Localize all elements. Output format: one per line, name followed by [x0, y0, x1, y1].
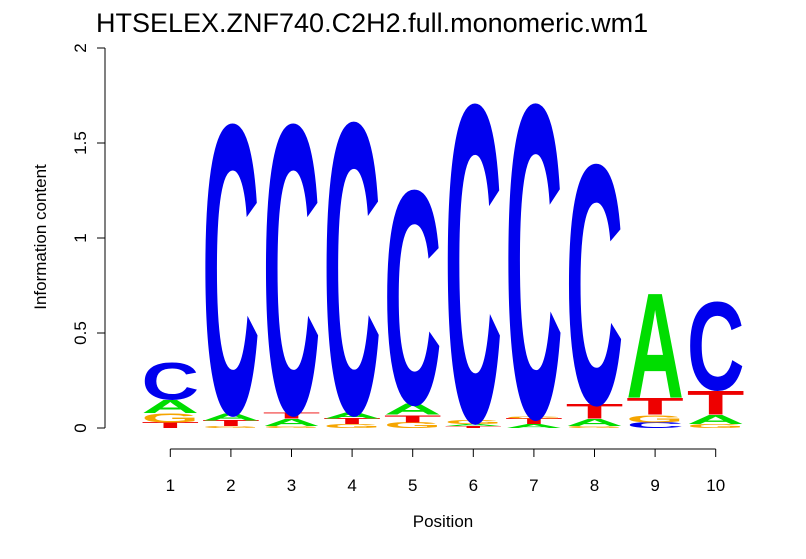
logo-letter-c: C: [202, 39, 260, 501]
logo-letter-t: T: [626, 393, 684, 420]
x-tick-label: 4: [347, 476, 356, 495]
logo-letter-c: C: [566, 93, 624, 476]
logo-letter-g: G: [323, 423, 381, 429]
logo-letter-a: A: [505, 423, 563, 429]
logo-letter-t: T: [384, 413, 442, 425]
logo-letter-t: T: [505, 417, 563, 426]
logo-letter-t: T: [263, 411, 321, 420]
chart-title: HTSELEX.ZNF740.C2H2.full.monomeric.wm1: [96, 8, 649, 38]
logo-letter-a: A: [384, 401, 442, 419]
logo-letter-a: A: [687, 412, 745, 427]
x-tick-label: 2: [226, 476, 235, 495]
logo-letter-c: C: [384, 128, 442, 469]
logo-letter-a: A: [323, 412, 381, 421]
logo-letter-a: A: [626, 261, 684, 430]
y-tick-label: 2: [71, 43, 90, 52]
logo-letter-t: T: [323, 417, 381, 426]
x-axis-title: Position: [413, 512, 473, 531]
logo-letter-g: G: [687, 423, 745, 429]
x-axis: 1 2 3 4 5 6 7 8 9 10: [166, 448, 725, 495]
logo-letter-t: T: [566, 400, 624, 423]
logo-letter-g: G: [626, 413, 684, 425]
logo-letter-c: C: [626, 421, 684, 430]
logo-letter-c: C: [445, 11, 503, 518]
x-tick-label: 7: [529, 476, 538, 495]
x-tick-label: 9: [650, 476, 659, 495]
logo-letter-a: A: [142, 397, 200, 417]
y-tick-label: 1.5: [71, 131, 90, 155]
y-tick-label: 0.5: [71, 321, 90, 345]
x-tick-label: 6: [469, 476, 478, 495]
logo-letter-g: G: [263, 426, 321, 429]
logo-letter-c: C: [263, 39, 321, 501]
logo-letter-g: G: [142, 411, 200, 426]
logo-letter-g: G: [445, 419, 503, 425]
y-tick-label: 1: [71, 233, 90, 242]
x-tick-label: 10: [706, 476, 725, 495]
logo-letter-a: A: [202, 411, 260, 423]
logo-letter-c: C: [323, 35, 381, 502]
y-tick-label: 0: [71, 423, 90, 432]
x-tick-label: 5: [408, 476, 417, 495]
logo-letter-c: C: [687, 276, 745, 417]
logo-letter-g: G: [384, 421, 442, 430]
logo-letter-t: T: [141, 421, 199, 430]
y-axis: 0 0.5 1 1.5 2: [71, 43, 106, 433]
logo-letter-g: G: [505, 416, 563, 419]
logo-letter-a: A: [263, 417, 321, 429]
x-tick-label: 8: [590, 476, 599, 495]
logo-letter-c: C: [142, 353, 200, 412]
logo-letter-g: G: [566, 426, 624, 429]
logo-letter-a: A: [445, 424, 503, 427]
logo-letter-g: G: [202, 426, 260, 429]
x-tick-label: 3: [287, 476, 296, 495]
y-axis-title: Information content: [31, 164, 50, 310]
logo-letter-t: T: [687, 384, 745, 422]
logo-letter-t: T: [444, 426, 502, 429]
logo-letter-c: C: [505, 11, 563, 512]
x-tick-label: 1: [166, 476, 175, 495]
logo-letter-a: A: [566, 417, 624, 429]
logo-letter-t: T: [202, 419, 260, 428]
